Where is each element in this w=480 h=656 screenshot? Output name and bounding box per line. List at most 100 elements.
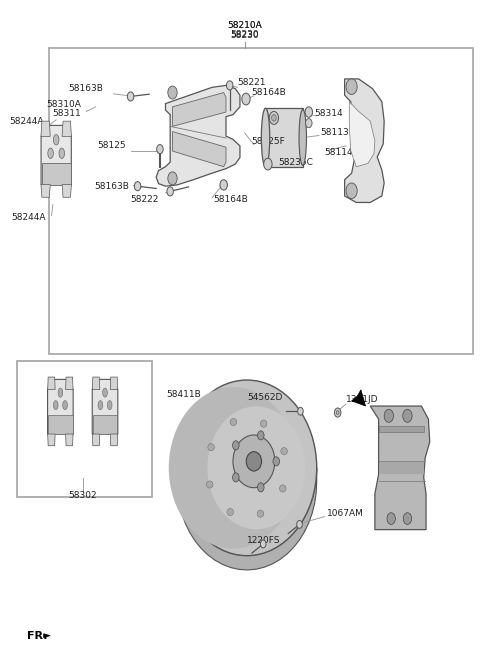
Text: 58314: 58314: [314, 109, 343, 118]
Ellipse shape: [58, 388, 63, 397]
Text: 1351JD: 1351JD: [346, 395, 379, 404]
Polygon shape: [93, 415, 117, 434]
Polygon shape: [265, 108, 303, 167]
Text: 54562D: 54562D: [247, 393, 283, 402]
Polygon shape: [156, 85, 240, 186]
Polygon shape: [62, 184, 72, 197]
Ellipse shape: [63, 401, 67, 410]
Ellipse shape: [246, 452, 262, 471]
Ellipse shape: [233, 435, 275, 487]
Text: 1067AM: 1067AM: [327, 509, 364, 518]
Text: 58221: 58221: [237, 77, 265, 87]
Polygon shape: [66, 434, 73, 445]
Circle shape: [273, 457, 279, 466]
Text: 58222: 58222: [130, 195, 158, 205]
Circle shape: [305, 107, 312, 117]
Text: 58164B: 58164B: [213, 195, 248, 205]
Circle shape: [297, 520, 302, 528]
Circle shape: [272, 115, 276, 121]
Ellipse shape: [281, 447, 288, 455]
Text: 58302: 58302: [68, 491, 97, 500]
Text: 58164B: 58164B: [251, 88, 286, 97]
Circle shape: [346, 183, 357, 199]
Text: 58210A: 58210A: [227, 21, 262, 30]
Polygon shape: [92, 434, 100, 445]
Ellipse shape: [206, 481, 213, 488]
Ellipse shape: [108, 401, 112, 410]
Circle shape: [306, 119, 312, 128]
Polygon shape: [66, 377, 73, 390]
Polygon shape: [92, 379, 118, 434]
Circle shape: [346, 79, 357, 94]
Polygon shape: [48, 415, 72, 434]
Polygon shape: [41, 184, 50, 197]
Ellipse shape: [227, 508, 233, 516]
Circle shape: [261, 540, 266, 548]
Polygon shape: [172, 132, 226, 167]
Circle shape: [156, 144, 163, 154]
Circle shape: [403, 513, 412, 524]
Polygon shape: [92, 377, 100, 390]
Circle shape: [127, 92, 134, 101]
Ellipse shape: [103, 388, 108, 397]
Polygon shape: [42, 163, 71, 184]
Ellipse shape: [169, 387, 297, 548]
Polygon shape: [172, 92, 226, 127]
Ellipse shape: [53, 401, 58, 410]
Circle shape: [168, 86, 177, 99]
Text: 58411B: 58411B: [167, 390, 201, 400]
Circle shape: [336, 411, 339, 415]
Polygon shape: [41, 121, 50, 136]
Circle shape: [387, 513, 396, 524]
Circle shape: [258, 483, 264, 492]
Ellipse shape: [261, 108, 270, 167]
Circle shape: [233, 473, 239, 482]
Circle shape: [220, 180, 228, 190]
Polygon shape: [379, 426, 424, 432]
Text: 58113: 58113: [321, 129, 349, 137]
Text: 58163B: 58163B: [69, 84, 104, 93]
Ellipse shape: [48, 148, 53, 159]
Text: 1220FS: 1220FS: [246, 536, 280, 545]
Polygon shape: [349, 102, 375, 167]
Text: 58244A: 58244A: [11, 213, 46, 222]
Text: 58230: 58230: [230, 30, 259, 39]
Polygon shape: [110, 377, 118, 390]
Circle shape: [233, 441, 239, 450]
Polygon shape: [110, 434, 118, 445]
Circle shape: [298, 407, 303, 415]
Text: 58230: 58230: [230, 31, 259, 40]
Text: 58163B: 58163B: [95, 182, 129, 191]
Polygon shape: [177, 438, 317, 570]
Text: 58114A: 58114A: [324, 148, 360, 157]
Polygon shape: [370, 406, 430, 529]
Text: 58310A: 58310A: [46, 100, 81, 110]
Ellipse shape: [230, 419, 237, 426]
Text: 58125: 58125: [97, 142, 125, 150]
Circle shape: [168, 172, 177, 185]
Ellipse shape: [299, 110, 306, 165]
Ellipse shape: [177, 380, 317, 556]
Ellipse shape: [257, 510, 264, 518]
Polygon shape: [44, 634, 50, 638]
Polygon shape: [48, 377, 55, 390]
Circle shape: [227, 81, 233, 90]
Text: FR.: FR.: [27, 631, 48, 642]
Ellipse shape: [208, 443, 215, 451]
Polygon shape: [62, 121, 72, 136]
Ellipse shape: [59, 148, 64, 159]
Polygon shape: [48, 379, 73, 434]
Text: 58311: 58311: [52, 109, 81, 118]
Text: 58235C: 58235C: [278, 157, 313, 167]
Circle shape: [258, 431, 264, 440]
Circle shape: [242, 93, 250, 105]
Polygon shape: [352, 390, 366, 406]
Text: 58125F: 58125F: [251, 138, 285, 146]
Text: 58244A: 58244A: [9, 117, 44, 126]
Circle shape: [264, 158, 272, 170]
Circle shape: [167, 187, 173, 196]
Polygon shape: [345, 79, 384, 203]
Ellipse shape: [207, 406, 305, 529]
Polygon shape: [380, 461, 424, 474]
Circle shape: [335, 408, 341, 417]
